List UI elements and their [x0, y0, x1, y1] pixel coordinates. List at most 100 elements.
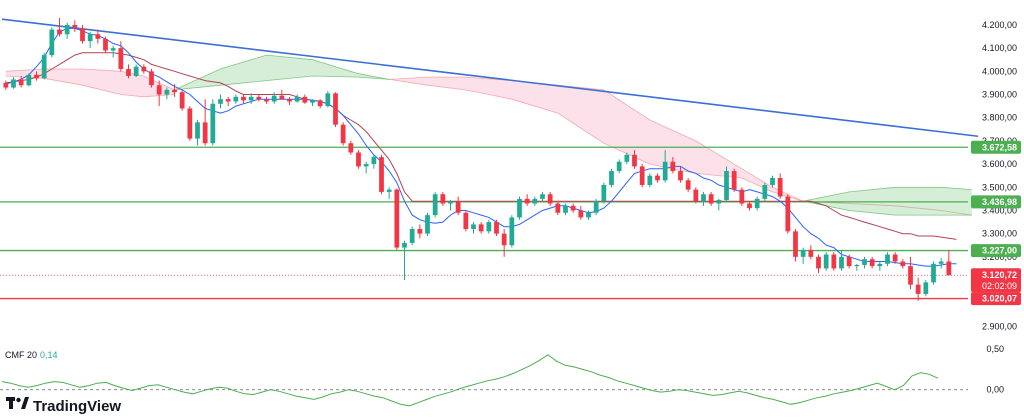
cmf-value: 0,14 — [40, 350, 58, 360]
candle — [931, 261, 936, 285]
level-badge-3: 3.020,07 — [971, 292, 1021, 306]
candle — [195, 120, 200, 146]
candle-body — [371, 157, 377, 165]
candle — [655, 173, 660, 183]
candle-body — [95, 34, 101, 39]
candle — [793, 229, 798, 262]
candle — [908, 256, 913, 290]
candle-body — [616, 161, 622, 172]
candle — [179, 89, 185, 111]
level-badge-label: 3.672,58 — [982, 142, 1017, 152]
candle — [839, 249, 844, 271]
price-tick-label: 3.600,00 — [982, 159, 1017, 169]
candle — [417, 224, 423, 239]
candle-body — [103, 38, 108, 51]
cloud-span-a-3 — [803, 186, 972, 202]
candle-body — [34, 74, 39, 79]
candle — [463, 210, 469, 232]
candle — [724, 166, 729, 203]
candle — [800, 247, 806, 264]
candle-body — [762, 184, 768, 199]
candle — [133, 64, 139, 78]
cmf-pane — [0, 354, 968, 407]
candle — [279, 89, 285, 100]
candle — [402, 240, 407, 281]
candle-body — [931, 263, 936, 283]
candle — [87, 31, 93, 49]
candle-body — [823, 254, 829, 269]
candle — [379, 154, 384, 195]
candle — [325, 91, 331, 108]
candle — [264, 96, 269, 104]
candle-body — [747, 203, 752, 209]
candle-body — [310, 100, 315, 103]
candle — [11, 77, 16, 89]
candle — [547, 191, 553, 206]
cloud-segment-3 — [803, 187, 972, 216]
candle-body — [808, 249, 814, 257]
candle-body — [18, 79, 24, 86]
candle — [386, 187, 392, 199]
candle — [501, 229, 507, 257]
candle-body — [126, 69, 131, 76]
candle — [509, 215, 515, 248]
candle-body — [593, 201, 599, 213]
candle-body — [49, 29, 55, 56]
candle-body — [118, 48, 124, 70]
candle — [248, 93, 254, 104]
candle-body — [923, 282, 929, 294]
cloud-span-b-2 — [389, 76, 972, 216]
candle-body — [57, 29, 62, 35]
tradingview-logo[interactable]: TradingView — [6, 397, 121, 415]
candle-body — [356, 152, 361, 167]
candle-body — [294, 96, 300, 102]
candle-body — [754, 198, 760, 209]
candle-body — [440, 194, 446, 204]
candle — [294, 94, 300, 103]
candle-body — [601, 184, 607, 202]
candle — [241, 94, 246, 104]
level-badge-bg — [971, 244, 1021, 258]
candle — [310, 99, 315, 107]
candle — [862, 256, 867, 269]
candle — [287, 96, 292, 105]
candle-body — [609, 171, 614, 185]
candle — [425, 212, 430, 236]
candle — [540, 191, 545, 202]
candle — [348, 140, 354, 155]
candle-body — [110, 48, 116, 51]
candle — [877, 261, 883, 271]
candle — [3, 80, 9, 90]
candle — [632, 150, 637, 169]
candle — [202, 99, 208, 146]
candle-body — [716, 200, 722, 204]
candle-body — [402, 242, 407, 248]
candle-body — [87, 34, 93, 42]
candle-body — [379, 157, 384, 192]
candle — [747, 201, 752, 211]
candle — [670, 157, 676, 174]
candle-body — [793, 231, 798, 257]
candle-body — [547, 194, 553, 204]
candle — [486, 219, 492, 234]
ichimoku-cloud — [5, 54, 972, 216]
candle — [18, 75, 24, 88]
candle-body — [463, 212, 469, 230]
candle-body — [494, 222, 499, 234]
candle-body — [938, 261, 944, 264]
candle-body — [302, 96, 308, 103]
candle — [49, 27, 55, 58]
candle-body — [563, 205, 568, 213]
candle — [609, 168, 614, 188]
candle-body — [432, 194, 438, 216]
candle-body — [225, 99, 231, 102]
candle-body — [287, 99, 292, 102]
level-badge-label: 3.020,07 — [982, 294, 1017, 304]
level-badge-label: 3.436,98 — [982, 197, 1017, 207]
price-tick-label: 3.800,00 — [982, 113, 1017, 123]
cmf-legend: CMF 20 0,14 — [5, 350, 58, 360]
candle — [118, 41, 124, 72]
candle-body — [632, 154, 637, 167]
candle — [271, 92, 277, 104]
